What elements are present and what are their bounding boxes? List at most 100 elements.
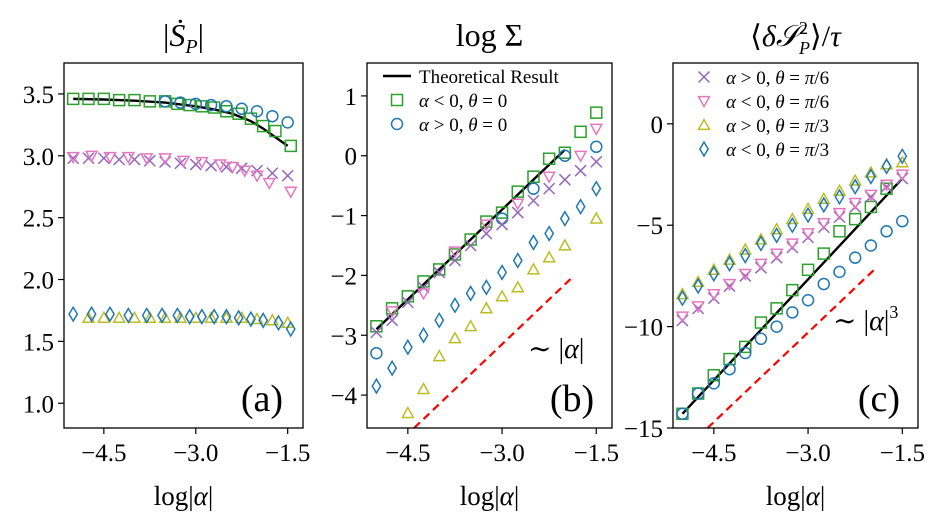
data-point-triangle-up: [848, 173, 862, 186]
data-point-circle: [204, 98, 218, 112]
data-point-diamond: [528, 234, 539, 251]
data-point-triangle-down: [66, 151, 80, 165]
data-point-diamond: [221, 308, 232, 325]
data-point-diamond: [865, 168, 876, 185]
data-point-triangle-down: [675, 311, 690, 324]
data-point-x: [266, 167, 279, 180]
data-point-triangle-up: [675, 287, 690, 300]
axes-frame: [672, 62, 919, 429]
data-point-triangle-up: [401, 405, 415, 419]
data-point-triangle-down: [589, 123, 604, 136]
data-point-diamond: [172, 307, 183, 324]
data-point-diamond: [123, 307, 134, 324]
theory-line: [375, 148, 566, 331]
data-point-diamond: [68, 305, 79, 323]
data-point-x: [496, 218, 509, 231]
x-tick-label: −3.0: [173, 440, 218, 467]
scaling-annotation: ∼ |α|: [528, 334, 584, 365]
plot-area-2: [370, 106, 604, 419]
data-point-triangle-up: [691, 274, 705, 288]
x-tick-label: −4.5: [385, 440, 430, 467]
data-point-x: [205, 159, 218, 172]
panel-title: |ṠP|: [163, 17, 204, 58]
y-tick-label: 0: [345, 144, 358, 171]
data-point-x: [143, 154, 156, 167]
data-point-triangle-up: [707, 262, 721, 275]
data-point-square: [786, 283, 799, 297]
data-point-square: [220, 105, 233, 118]
data-point-triangle-up: [526, 262, 541, 275]
data-point-triangle-up: [416, 382, 431, 395]
data-point-square: [754, 316, 768, 329]
data-point-triangle-down: [84, 150, 99, 163]
data-point-square: [128, 93, 141, 107]
data-point-triangle-down: [573, 150, 588, 163]
data-point-square: [723, 352, 736, 366]
data-point-diamond: [591, 180, 602, 197]
data-point-circle: [189, 97, 203, 111]
data-point-diamond: [481, 279, 492, 296]
data-point-x: [543, 182, 556, 195]
y-tick-label: 1: [345, 84, 358, 111]
data-point-diamond: [544, 225, 555, 242]
data-point-triangle-down: [864, 189, 878, 202]
data-point-diamond: [724, 255, 735, 273]
data-point-triangle-down: [213, 159, 228, 172]
legend-entry-label: α < 0, θ = 0: [419, 91, 507, 112]
data-point-triangle-down: [479, 219, 494, 232]
data-point-diamond: [771, 227, 782, 244]
legend-marker-triangle-down: [697, 95, 711, 109]
data-point-square: [801, 263, 815, 277]
data-point-diamond: [245, 310, 256, 328]
data-point-diamond: [465, 285, 476, 302]
x-tick-label: −3.0: [785, 440, 830, 467]
data-point-diamond: [402, 338, 413, 356]
data-point-circle: [158, 95, 172, 108]
legend-entry-label: α > 0, θ = π/6: [726, 68, 829, 89]
data-point-triangle-down: [879, 179, 894, 192]
data-point-diamond: [104, 305, 115, 323]
data-point-diamond: [708, 265, 719, 283]
data-point-triangle-down: [895, 169, 910, 182]
data-point-x: [480, 227, 493, 240]
data-point-square: [833, 225, 846, 238]
data-point-square: [112, 93, 126, 107]
y-tick-label: 3.0: [23, 144, 54, 171]
data-point-triangle-up: [722, 252, 737, 265]
data-point-circle: [864, 239, 878, 252]
data-point-diamond: [559, 210, 570, 227]
data-point-triangle-down: [385, 306, 399, 319]
data-point-triangle-up: [558, 238, 572, 251]
data-point-x: [370, 326, 383, 339]
panel-tag: (c): [858, 378, 900, 420]
data-point-circle: [676, 407, 689, 421]
data-point-diamond: [141, 307, 152, 324]
data-point-diamond: [233, 309, 244, 327]
data-point-circle: [281, 116, 294, 129]
data-point-diamond: [258, 312, 269, 329]
x-axis-label: log|α|: [766, 481, 826, 511]
data-point-triangle-up: [81, 310, 96, 324]
data-point-triangle-up: [265, 313, 280, 326]
x-tick-label: −1.5: [574, 440, 619, 467]
data-point-triangle-up: [173, 310, 188, 324]
data-point-circle: [590, 140, 603, 154]
scaling-guide-line: [706, 269, 875, 429]
panel-title: log Σ: [456, 17, 524, 53]
data-point-triangle-down: [754, 258, 768, 271]
data-point-triangle-down: [448, 246, 462, 259]
data-point-circle: [370, 346, 383, 360]
data-point-diamond: [803, 206, 814, 224]
data-point-x: [281, 169, 294, 182]
plot-area-3: [675, 147, 910, 421]
data-point-circle: [266, 109, 279, 123]
data-point-diamond: [497, 264, 508, 281]
data-point-square: [244, 112, 258, 125]
data-point-square: [848, 212, 862, 226]
legend-marker-circle: [390, 117, 404, 131]
data-point-triangle-up: [479, 301, 494, 314]
data-point-triangle-up: [510, 280, 525, 293]
data-point-triangle-down: [262, 177, 277, 191]
y-tick-label: 3.5: [23, 82, 54, 109]
